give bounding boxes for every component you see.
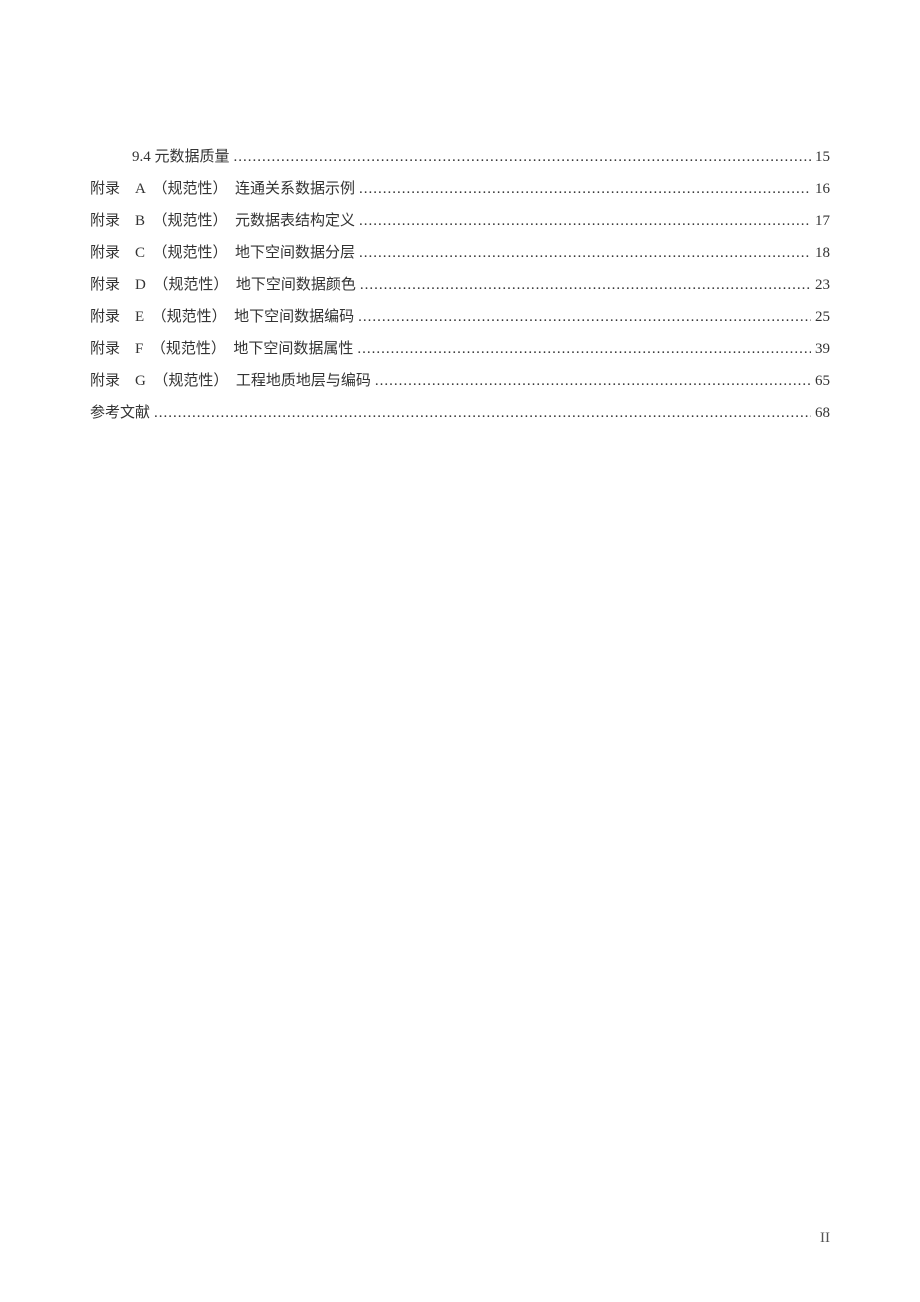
toc-entry-label: 附录 G （规范性） 工程地质地层与编码 <box>90 369 371 393</box>
toc-entry-dots: ........................................… <box>355 241 811 265</box>
toc-list: 9.4 元数据质量...............................… <box>90 145 830 425</box>
toc-entry-label: 参考文献 <box>90 401 150 425</box>
toc-entry-label: 9.4 元数据质量 <box>132 145 230 169</box>
toc-entry: 附录 A （规范性） 连通关系数据示例.....................… <box>90 177 830 201</box>
toc-entry: 参考文献....................................… <box>90 401 830 425</box>
page-number: II <box>820 1230 830 1247</box>
toc-entry-dots: ........................................… <box>355 177 811 201</box>
page-content: 9.4 元数据质量...............................… <box>0 0 920 425</box>
toc-entry-dots: ........................................… <box>230 145 811 169</box>
toc-entry-page: 23 <box>811 273 830 297</box>
toc-entry-label: 附录 C （规范性） 地下空间数据分层 <box>90 241 355 265</box>
toc-entry-page: 25 <box>811 305 830 329</box>
toc-entry: 附录 C （规范性） 地下空间数据分层.....................… <box>90 241 830 265</box>
toc-entry-page: 18 <box>811 241 830 265</box>
toc-entry-dots: ........................................… <box>355 209 811 233</box>
toc-entry-page: 16 <box>811 177 830 201</box>
toc-entry-dots: ........................................… <box>150 401 811 425</box>
toc-entry-dots: ........................................… <box>356 273 811 297</box>
toc-entry: 附录 D （规范性） 地下空间数据颜色.....................… <box>90 273 830 297</box>
toc-entry-dots: ........................................… <box>353 337 811 361</box>
toc-entry: 附录 G （规范性） 工程地质地层与编码....................… <box>90 369 830 393</box>
toc-entry-page: 39 <box>811 337 830 361</box>
toc-entry-dots: ........................................… <box>354 305 811 329</box>
toc-entry-dots: ........................................… <box>371 369 811 393</box>
toc-entry: 附录 F （规范性） 地下空间数据属性.....................… <box>90 337 830 361</box>
toc-entry-page: 17 <box>811 209 830 233</box>
toc-entry-page: 68 <box>811 401 830 425</box>
toc-entry-page: 15 <box>811 145 830 169</box>
toc-entry-label: 附录 A （规范性） 连通关系数据示例 <box>90 177 355 201</box>
toc-entry-label: 附录 E （规范性） 地下空间数据编码 <box>90 305 354 329</box>
toc-entry-label: 附录 F （规范性） 地下空间数据属性 <box>90 337 353 361</box>
toc-entry-page: 65 <box>811 369 830 393</box>
toc-entry: 附录 B （规范性） 元数据表结构定义.....................… <box>90 209 830 233</box>
toc-entry: 附录 E （规范性） 地下空间数据编码.....................… <box>90 305 830 329</box>
toc-entry-label: 附录 B （规范性） 元数据表结构定义 <box>90 209 355 233</box>
toc-entry-label: 附录 D （规范性） 地下空间数据颜色 <box>90 273 356 297</box>
toc-entry: 9.4 元数据质量...............................… <box>90 145 830 169</box>
